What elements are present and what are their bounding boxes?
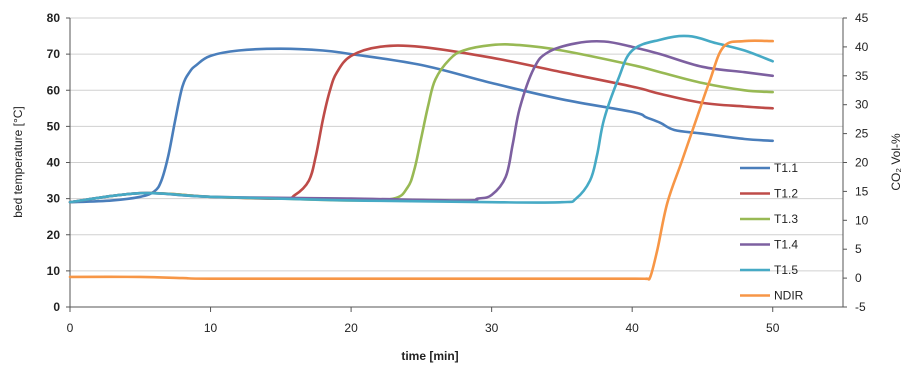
y-right-tick-label: 25: [855, 127, 869, 141]
series-line-t1-5: [68, 34, 774, 204]
series-layer: [68, 34, 774, 281]
axes-layer: [66, 17, 847, 312]
y-left-tick-label: 30: [47, 192, 61, 206]
y-right-tick-label: 10: [855, 213, 869, 227]
legend-label: T1.4: [774, 238, 798, 252]
y-axis-left-title: bed temperature [°C]: [11, 106, 25, 218]
y-left-tick-label: 0: [53, 300, 60, 314]
y-right-tick-label: 20: [855, 156, 869, 170]
y-right-tick-label: 0: [855, 271, 862, 285]
legend-label: T1.3: [774, 212, 798, 226]
y-left-tick-label: 60: [47, 83, 61, 97]
tick-labels: 0 10 20 30 40 50 0 10 20 30 40 50 60 70 80 -5 0 5 10 15 20 25…: [47, 11, 869, 335]
legend-label: NDIR: [774, 289, 804, 303]
y-right-tick-label: 5: [855, 242, 862, 256]
y-right-tick-label: 30: [855, 98, 869, 112]
series-line-ndir: [68, 39, 774, 281]
x-tick-label: 10: [204, 321, 218, 335]
y-left-tick-label: 80: [47, 11, 61, 25]
y-right-tick-label: 40: [855, 40, 869, 54]
y-left-tick-label: 10: [47, 264, 61, 278]
y-right-tick-label: 35: [855, 69, 869, 83]
x-tick-label: 50: [766, 321, 780, 335]
y-right-tick-label: 15: [855, 184, 869, 198]
series-line-t1-1: [68, 47, 774, 204]
y-left-tick-label: 40: [47, 156, 61, 170]
x-tick-label: 30: [485, 321, 499, 335]
x-tick-label: 40: [626, 321, 640, 335]
x-tick-label: 0: [67, 321, 74, 335]
x-tick-label: 20: [344, 321, 358, 335]
legend-label: T1.2: [774, 187, 798, 201]
legend-label: T1.5: [774, 263, 798, 277]
y-axis-right-title: CO₂ Vol-%: [889, 133, 903, 191]
legend-label: T1.1: [774, 161, 798, 175]
y-right-tick-label: -5: [855, 300, 866, 314]
y-right-tick-label: 45: [855, 11, 869, 25]
y-left-tick-label: 70: [47, 47, 61, 61]
legend: T1.1 T1.2 T1.3 T1.4 T1.5 NDIR: [740, 161, 804, 303]
x-axis-title: time [min]: [401, 349, 458, 363]
grid-layer: [70, 17, 843, 272]
y-left-tick-label: 20: [47, 228, 61, 242]
y-left-tick-label: 50: [47, 119, 61, 133]
